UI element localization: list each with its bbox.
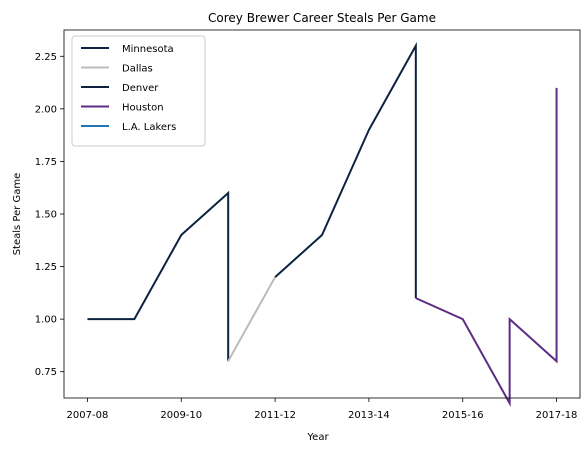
x-tick-label: 2017-18 (536, 410, 578, 421)
y-tick-label: 2.25 (35, 52, 57, 63)
chart-title: Corey Brewer Career Steals Per Game (208, 11, 436, 25)
series-line-minnesota (87, 190, 230, 362)
y-tick-label: 2.00 (35, 104, 57, 115)
x-axis: 2007-08 2009-10 2011-12 2013-14 2015-16 2017-… (67, 398, 578, 421)
legend-label: Dallas (122, 64, 153, 75)
y-tick-label: 1.50 (35, 210, 57, 221)
series-line-dallas (227, 276, 276, 362)
y-tick-label: 1.00 (35, 315, 57, 326)
legend: Minnesota Dallas Denver Houston L.A. Lakers (71, 35, 206, 147)
x-tick-label: 2011-12 (254, 410, 296, 421)
legend-label: Denver (122, 83, 159, 94)
x-tick-label: 2009-10 (160, 410, 202, 421)
y-axis: 0.75 1.00 1.25 1.50 1.75 2.00 2.25 (35, 52, 64, 378)
plot-lines (87, 41, 558, 408)
series-line-denver (274, 41, 417, 299)
legend-box (71, 35, 206, 147)
x-axis-label: Year (306, 432, 329, 443)
legend-label: Houston (122, 103, 164, 114)
legend-label: Minnesota (122, 44, 174, 55)
y-axis-label: Steals Per Game (12, 173, 23, 256)
x-tick-label: 2007-08 (67, 410, 109, 421)
y-tick-label: 0.75 (35, 367, 57, 378)
x-tick-label: 2015-16 (442, 410, 484, 421)
y-tick-label: 1.25 (35, 262, 57, 273)
legend-label: L.A. Lakers (122, 122, 176, 133)
x-tick-label: 2013-14 (348, 410, 390, 421)
y-tick-label: 1.75 (35, 157, 57, 168)
series-line-houston (415, 87, 558, 408)
